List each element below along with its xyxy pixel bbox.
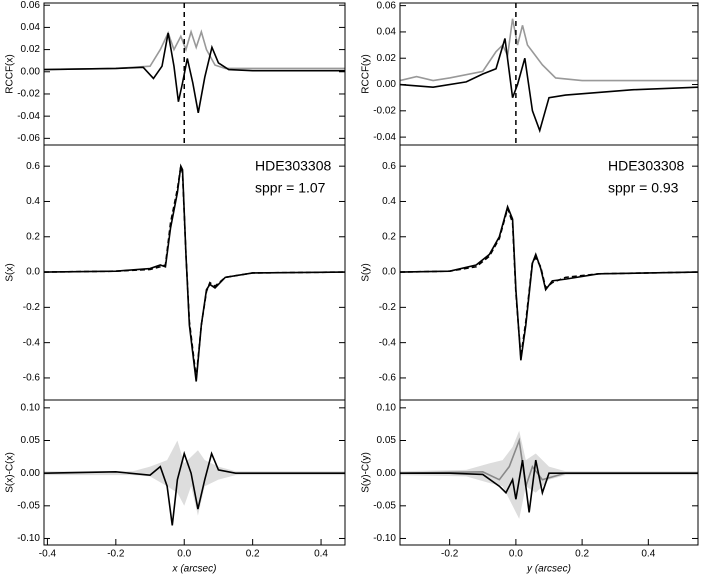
y-tick-label: 0.00 bbox=[21, 66, 41, 77]
y-tick-label: 0.2 bbox=[382, 231, 396, 242]
x-tick-label: 0.0 bbox=[177, 549, 191, 560]
curve bbox=[399, 205, 699, 357]
y-tick-label: 0.4 bbox=[26, 196, 40, 207]
x-tick-label: 0.2 bbox=[575, 549, 589, 560]
y-tick-label: 0.2 bbox=[26, 231, 40, 242]
x-tick-label: 0.4 bbox=[314, 549, 328, 560]
y-tick-label: -0.4 bbox=[379, 337, 397, 348]
y-tick-label: 0.0 bbox=[26, 267, 40, 278]
y-tick-label: 0.6 bbox=[382, 161, 396, 172]
y-tick-label: -0.05 bbox=[17, 500, 40, 511]
y-tick-label: 0.06 bbox=[21, 0, 41, 11]
curve bbox=[399, 38, 699, 134]
y-tick-label: -0.6 bbox=[379, 373, 397, 384]
y-tick-label: -0.06 bbox=[17, 133, 40, 144]
y-tick-label: -0.10 bbox=[17, 533, 40, 544]
y-tick-label: -0.05 bbox=[373, 500, 396, 511]
y-tick-label: 0.02 bbox=[21, 44, 41, 55]
y-tick-label: -0.2 bbox=[23, 302, 41, 313]
y-tick-label: 0.04 bbox=[21, 22, 41, 33]
y-tick-label: -0.02 bbox=[17, 89, 40, 100]
y-tick-label: 0.00 bbox=[377, 468, 397, 479]
y-axis-title: RCCF(x) bbox=[5, 54, 16, 93]
annotation: HDE303308 bbox=[608, 158, 684, 174]
y-tick-label: 0.05 bbox=[21, 435, 41, 446]
x-axis-title: y (arcsec) bbox=[526, 564, 571, 575]
x-tick-label: -0.4 bbox=[39, 549, 57, 560]
y-axis-title: S(y) bbox=[361, 263, 372, 281]
y-tick-label: 0.6 bbox=[26, 161, 40, 172]
x-tick-label: -0.2 bbox=[441, 549, 459, 560]
x-tick-label: 0.4 bbox=[641, 549, 655, 560]
curve bbox=[43, 163, 346, 382]
curve bbox=[43, 165, 346, 379]
y-axis-title: S(x)-C(x) bbox=[5, 452, 16, 493]
frame bbox=[399, 2, 699, 146]
annotation: sppr = 1.07 bbox=[255, 180, 326, 196]
y-tick-label: -0.04 bbox=[17, 111, 40, 122]
y-tick-label: 0.00 bbox=[21, 468, 41, 479]
y-tick-label: -0.10 bbox=[373, 533, 396, 544]
curve bbox=[43, 450, 345, 526]
y-tick-label: 0.0 bbox=[382, 267, 396, 278]
y-tick-label: 0.10 bbox=[21, 402, 41, 413]
curve bbox=[400, 459, 698, 513]
y-tick-label: 0.06 bbox=[377, 0, 397, 11]
curve bbox=[43, 32, 345, 113]
y-tick-label: -0.02 bbox=[373, 105, 396, 116]
x-tick-label: -0.2 bbox=[107, 549, 125, 560]
curve bbox=[43, 29, 345, 71]
y-axis-title: S(y)-C(y) bbox=[361, 452, 372, 493]
y-tick-label: -0.4 bbox=[23, 337, 41, 348]
curve bbox=[399, 204, 699, 361]
y-tick-label: 0.00 bbox=[377, 79, 397, 90]
y-tick-label: 0.05 bbox=[377, 435, 397, 446]
x-axis-title: x (arcsec) bbox=[172, 564, 217, 575]
y-tick-label: -0.6 bbox=[23, 373, 41, 384]
y-tick-label: 0.02 bbox=[377, 53, 397, 64]
x-tick-label: 0.2 bbox=[246, 549, 260, 560]
frame bbox=[399, 399, 699, 546]
y-axis-title: S(x) bbox=[5, 263, 16, 281]
annotation: sppr = 0.93 bbox=[608, 180, 679, 196]
y-axis-title: RCCF(y) bbox=[361, 54, 372, 93]
frame bbox=[43, 399, 346, 546]
frame bbox=[43, 2, 346, 146]
curve bbox=[399, 18, 698, 82]
y-tick-label: 0.04 bbox=[377, 27, 397, 38]
band bbox=[44, 440, 345, 516]
y-tick-label: -0.04 bbox=[373, 132, 396, 143]
y-tick-label: 0.10 bbox=[377, 402, 397, 413]
y-tick-label: 0.4 bbox=[382, 196, 396, 207]
annotation: HDE303308 bbox=[255, 158, 331, 174]
x-tick-label: 0.0 bbox=[509, 549, 523, 560]
y-tick-label: -0.2 bbox=[379, 302, 397, 313]
